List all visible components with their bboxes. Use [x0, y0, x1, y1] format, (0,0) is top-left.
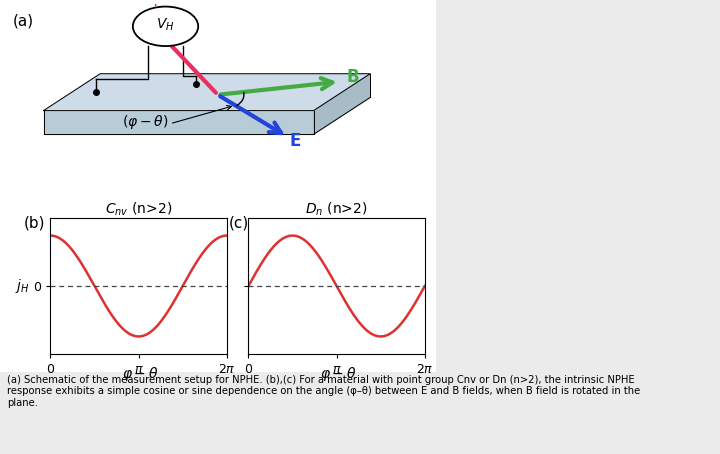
Text: $(\varphi-\theta)$: $(\varphi-\theta)$	[122, 114, 168, 131]
Text: $j_H$: $j_H$	[150, 2, 167, 25]
Text: E: E	[289, 132, 301, 150]
Polygon shape	[44, 111, 314, 134]
Text: $\varphi-\theta$: $\varphi-\theta$	[122, 365, 158, 384]
Text: (a): (a)	[13, 13, 34, 28]
Text: (a) Schematic of the measurement setup for NPHE. (b),(c) For a material with poi: (a) Schematic of the measurement setup f…	[7, 375, 641, 408]
Text: $\varphi-\theta$: $\varphi-\theta$	[320, 365, 356, 384]
Title: $D_{n}$ (n>2): $D_{n}$ (n>2)	[305, 201, 368, 218]
Circle shape	[133, 6, 198, 46]
Polygon shape	[44, 74, 370, 111]
Title: $C_{nv}$ (n>2): $C_{nv}$ (n>2)	[105, 201, 172, 218]
Polygon shape	[314, 74, 370, 134]
Text: (c): (c)	[229, 216, 249, 231]
Text: B: B	[346, 68, 359, 86]
Y-axis label: $j_H$: $j_H$	[15, 277, 30, 295]
Text: $V_H$: $V_H$	[156, 17, 175, 33]
Text: (b): (b)	[24, 216, 45, 231]
